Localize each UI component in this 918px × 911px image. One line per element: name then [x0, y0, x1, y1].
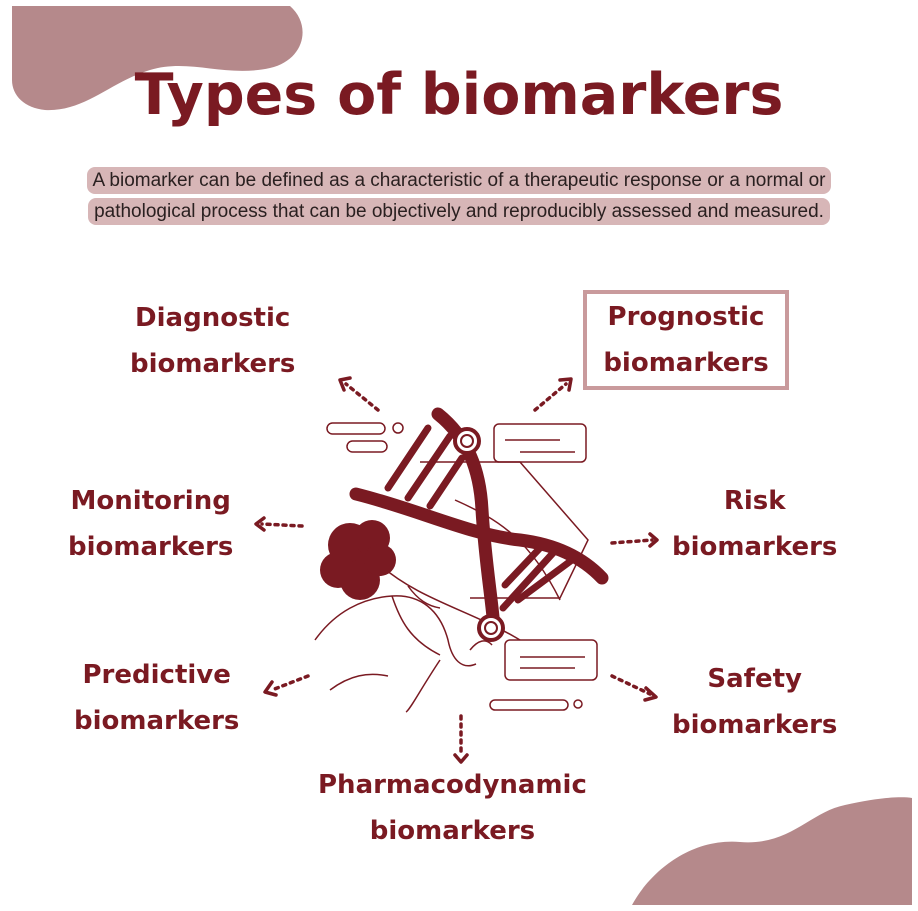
dna-joints — [453, 427, 505, 642]
scientist-hair — [320, 520, 396, 600]
page-title: Types of biomarkers — [134, 62, 784, 128]
predictive-biomarkers-label: Predictive biomarkers — [74, 652, 239, 744]
risk-biomarkers-label: Risk biomarkers — [672, 478, 837, 570]
description: A biomarker can be defined as a characte… — [60, 165, 858, 227]
label-line: Diagnostic — [135, 303, 291, 333]
label-line: biomarkers — [672, 710, 838, 740]
label-line: Risk — [723, 486, 786, 516]
label-line: biomarkers — [74, 706, 240, 736]
dna-rungs — [384, 424, 576, 612]
arrow-diagnostic — [344, 382, 380, 412]
ui-cards-outline — [314, 422, 598, 713]
label-line: Predictive — [82, 660, 231, 690]
label-line: Pharmacodynamic — [318, 770, 587, 800]
arrow-safety — [610, 674, 652, 696]
label-line: biomarkers — [672, 532, 838, 562]
label-line: biomarkers — [68, 532, 234, 562]
arrow-risk — [610, 538, 654, 545]
prognostic-biomarkers-box: Prognostic biomarkers — [583, 290, 789, 390]
arrow-prognostic — [533, 382, 568, 412]
pharmacodynamic-biomarkers-label: Pharmacodynamic biomarkers — [318, 762, 587, 854]
diagnostic-biomarkers-label: Diagnostic biomarkers — [130, 295, 295, 387]
label-line: Prognostic — [607, 302, 765, 332]
label-line: biomarkers — [603, 348, 769, 378]
monitoring-biomarkers-label: Monitoring biomarkers — [68, 478, 233, 570]
label-line: Safety — [707, 664, 802, 694]
label-line: Monitoring — [70, 486, 231, 516]
label-line: biomarkers — [130, 349, 296, 379]
label-line: biomarkers — [369, 816, 536, 846]
arrow-monitoring — [260, 522, 304, 528]
safety-biomarkers-label: Safety biomarkers — [672, 656, 837, 748]
arrow-predictive — [270, 674, 310, 692]
